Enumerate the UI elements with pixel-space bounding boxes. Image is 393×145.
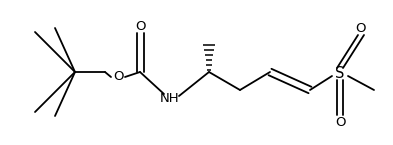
Text: S: S xyxy=(335,67,345,81)
Text: O: O xyxy=(113,70,123,84)
Text: O: O xyxy=(335,116,345,128)
Text: O: O xyxy=(356,21,366,35)
Text: O: O xyxy=(135,19,145,32)
Text: NH: NH xyxy=(160,91,180,105)
